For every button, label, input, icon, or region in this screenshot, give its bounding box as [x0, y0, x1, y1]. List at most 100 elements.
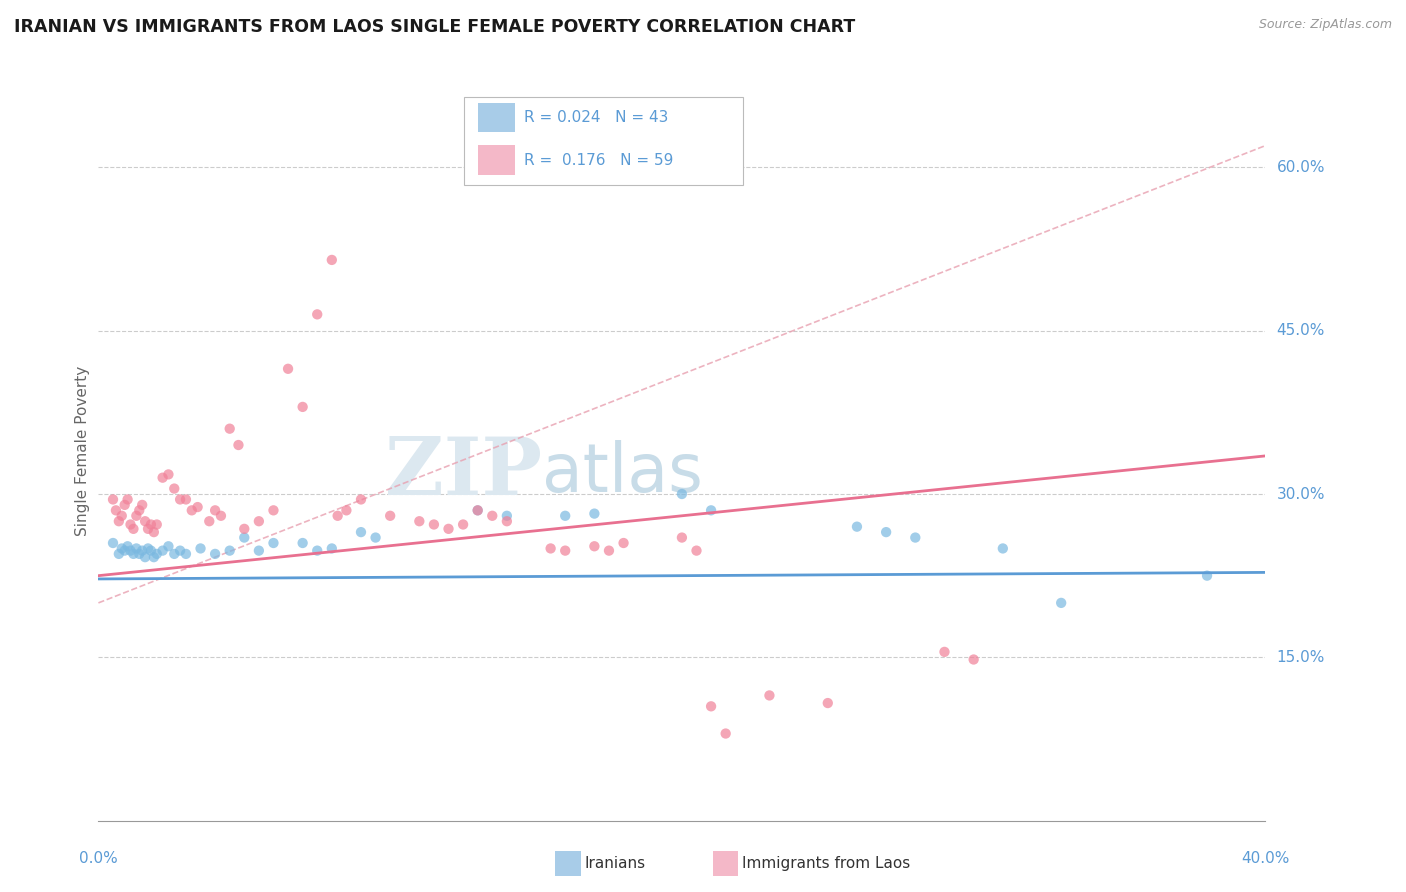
- FancyBboxPatch shape: [464, 97, 742, 186]
- Text: 40.0%: 40.0%: [1241, 851, 1289, 866]
- Point: [423, 517, 446, 532]
- Point: [111, 508, 134, 523]
- Point: [321, 541, 343, 556]
- Point: [291, 536, 314, 550]
- Point: [817, 696, 839, 710]
- Point: [108, 514, 131, 528]
- Point: [481, 508, 503, 523]
- Point: [101, 492, 124, 507]
- Point: [134, 514, 156, 528]
- Point: [180, 503, 202, 517]
- Point: [131, 543, 153, 558]
- Point: [714, 726, 737, 740]
- Point: [467, 503, 489, 517]
- Point: [496, 514, 519, 528]
- Text: IRANIAN VS IMMIGRANTS FROM LAOS SINGLE FEMALE POVERTY CORRELATION CHART: IRANIAN VS IMMIGRANTS FROM LAOS SINGLE F…: [14, 18, 855, 36]
- Point: [350, 492, 373, 507]
- Point: [408, 514, 430, 528]
- Point: [108, 547, 131, 561]
- Point: [101, 536, 124, 550]
- Point: [218, 543, 240, 558]
- Point: [554, 508, 576, 523]
- Point: [204, 503, 226, 517]
- Point: [152, 543, 174, 558]
- Point: [134, 550, 156, 565]
- Point: [136, 522, 159, 536]
- Point: [174, 547, 197, 561]
- Point: [139, 543, 162, 558]
- Point: [114, 543, 136, 558]
- Point: [321, 252, 343, 267]
- Point: [685, 543, 707, 558]
- Bar: [478, 103, 515, 133]
- Point: [380, 508, 402, 523]
- Point: [146, 517, 169, 532]
- Point: [247, 514, 270, 528]
- Point: [209, 508, 232, 523]
- Point: [233, 522, 256, 536]
- Text: Source: ZipAtlas.com: Source: ZipAtlas.com: [1258, 18, 1392, 31]
- Point: [163, 547, 186, 561]
- Point: [991, 541, 1014, 556]
- Point: [962, 652, 984, 666]
- Text: atlas: atlas: [541, 440, 703, 506]
- Y-axis label: Single Female Poverty: Single Female Poverty: [75, 366, 90, 535]
- Point: [262, 536, 284, 550]
- Point: [122, 547, 145, 561]
- Point: [128, 503, 150, 517]
- Point: [247, 543, 270, 558]
- Point: [1050, 596, 1073, 610]
- Point: [111, 541, 134, 556]
- Point: [142, 525, 165, 540]
- Point: [277, 361, 299, 376]
- Point: [758, 689, 780, 703]
- Text: 15.0%: 15.0%: [1277, 650, 1324, 665]
- Point: [350, 525, 373, 540]
- Text: ZIP: ZIP: [385, 434, 541, 512]
- Point: [291, 400, 314, 414]
- Point: [904, 531, 927, 545]
- Text: 0.0%: 0.0%: [79, 851, 118, 866]
- Point: [136, 541, 159, 556]
- Point: [114, 498, 136, 512]
- Point: [157, 467, 180, 482]
- Point: [125, 508, 148, 523]
- Point: [467, 503, 489, 517]
- Point: [142, 550, 165, 565]
- Point: [146, 547, 169, 561]
- Text: 30.0%: 30.0%: [1277, 486, 1324, 501]
- Point: [204, 547, 226, 561]
- Point: [307, 307, 329, 321]
- Point: [157, 539, 180, 553]
- Point: [307, 543, 329, 558]
- Point: [120, 543, 142, 558]
- Point: [228, 438, 250, 452]
- Point: [117, 492, 139, 507]
- Point: [846, 519, 869, 533]
- Point: [131, 498, 153, 512]
- Point: [598, 543, 620, 558]
- Point: [190, 541, 212, 556]
- Point: [125, 541, 148, 556]
- Point: [700, 699, 723, 714]
- Point: [583, 539, 606, 553]
- Point: [583, 507, 606, 521]
- Point: [496, 508, 519, 523]
- Point: [671, 531, 693, 545]
- Point: [700, 503, 723, 517]
- Point: [128, 547, 150, 561]
- Point: [104, 503, 127, 517]
- Point: [875, 525, 897, 540]
- Point: [169, 543, 191, 558]
- Point: [671, 487, 693, 501]
- Point: [335, 503, 357, 517]
- Text: 45.0%: 45.0%: [1277, 323, 1324, 338]
- Point: [169, 492, 191, 507]
- Point: [262, 503, 284, 517]
- Point: [554, 543, 576, 558]
- Text: Iranians: Iranians: [585, 856, 645, 871]
- Point: [451, 517, 474, 532]
- Point: [437, 522, 460, 536]
- Point: [163, 482, 186, 496]
- Text: Immigrants from Laos: Immigrants from Laos: [742, 856, 911, 871]
